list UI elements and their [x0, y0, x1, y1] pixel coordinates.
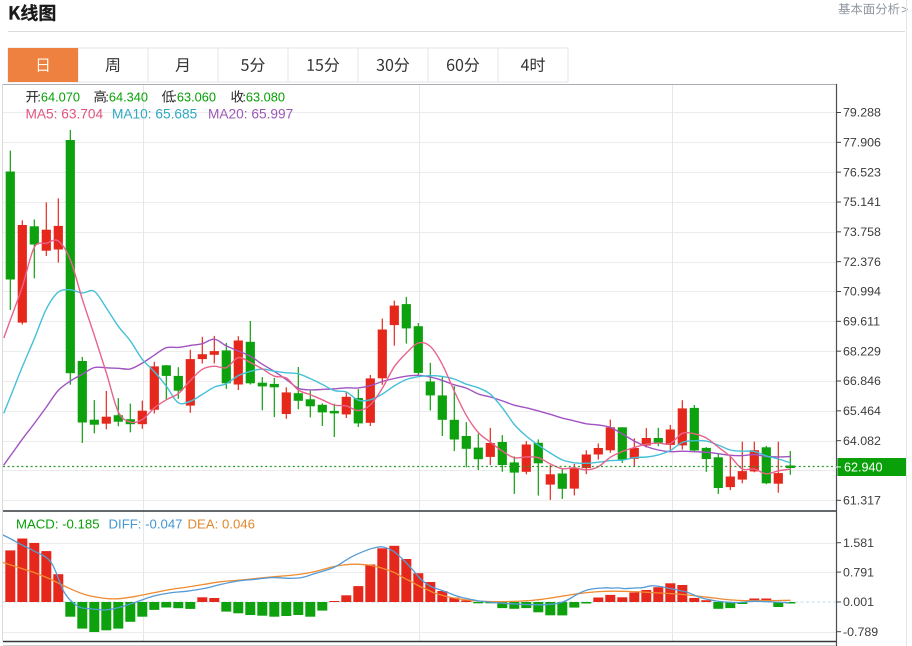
svg-text:79.288: 79.288: [843, 106, 881, 120]
svg-text:DEA: 0.046: DEA: 0.046: [188, 517, 255, 532]
svg-text:70.994: 70.994: [843, 285, 881, 299]
svg-text:64.070: 64.070: [41, 90, 80, 105]
svg-text:66.846: 66.846: [843, 374, 881, 388]
svg-text:65.464: 65.464: [843, 404, 881, 418]
svg-text::: :: [105, 90, 109, 105]
svg-text:DIFF: -0.047: DIFF: -0.047: [109, 517, 183, 532]
svg-text:75.141: 75.141: [843, 195, 881, 209]
svg-text:MA10: 65.685: MA10: 65.685: [112, 107, 198, 122]
svg-text:76.523: 76.523: [843, 165, 881, 179]
svg-text:61.317: 61.317: [843, 494, 881, 508]
svg-text::: :: [37, 90, 41, 105]
svg-text:0.001: 0.001: [843, 595, 874, 609]
svg-text:63.060: 63.060: [177, 90, 216, 105]
svg-text::: :: [242, 90, 246, 105]
svg-text:0.791: 0.791: [843, 565, 874, 579]
svg-text:1.581: 1.581: [843, 536, 874, 550]
svg-text:MA20: 65.997: MA20: 65.997: [208, 107, 293, 122]
svg-text:64.340: 64.340: [109, 90, 148, 105]
svg-text:MA5: 63.704: MA5: 63.704: [26, 107, 104, 122]
svg-text:77.906: 77.906: [843, 136, 881, 150]
svg-text:-0.789: -0.789: [843, 625, 878, 639]
svg-text:MACD: -0.185: MACD: -0.185: [16, 517, 100, 532]
svg-text:69.611: 69.611: [843, 315, 880, 329]
svg-text:73.758: 73.758: [843, 225, 881, 239]
svg-text:72.376: 72.376: [843, 255, 881, 269]
svg-text::: :: [173, 90, 177, 105]
svg-text:64.082: 64.082: [843, 434, 881, 448]
svg-text:>: >: [901, 3, 908, 17]
svg-text:68.229: 68.229: [843, 344, 881, 358]
svg-text:62.940: 62.940: [844, 461, 883, 475]
svg-text:63.080: 63.080: [246, 90, 285, 105]
